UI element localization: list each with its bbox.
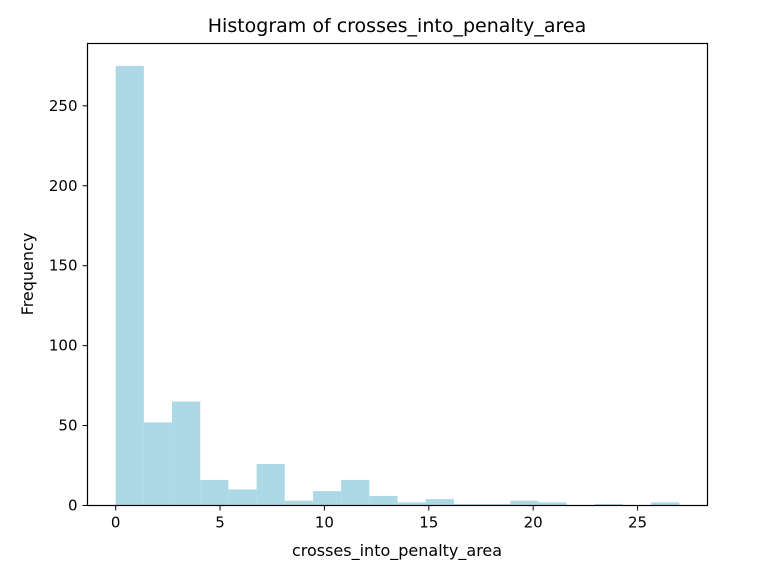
histogram-bar <box>143 422 173 506</box>
y-axis-label: Frequency <box>18 233 37 316</box>
y-tick-label: 200 <box>49 177 78 195</box>
y-tick-label: 100 <box>49 337 78 355</box>
histogram-bar <box>172 401 201 506</box>
histogram-bar <box>425 499 454 506</box>
histogram-bar <box>453 503 483 506</box>
y-tick-label: 250 <box>49 97 78 115</box>
histogram-bar <box>228 489 257 506</box>
x-axis-label: crosses_into_penalty_area <box>292 541 502 561</box>
histogram-bar <box>538 502 567 506</box>
histogram-bar <box>651 502 680 506</box>
histogram-bar <box>284 500 313 506</box>
histogram-bar <box>200 479 229 506</box>
histogram-bar <box>397 502 426 506</box>
x-tick-label: 0 <box>111 514 121 532</box>
x-tick-label: 25 <box>628 514 647 532</box>
histogram-bar <box>369 495 398 506</box>
histogram-bar <box>341 479 370 506</box>
histogram-bar <box>594 503 623 506</box>
x-tick-label: 10 <box>315 514 334 532</box>
y-tick-label: 150 <box>49 257 78 275</box>
x-axis-ticks: 0 5 10 15 20 25 <box>111 505 647 532</box>
bars-group <box>115 65 680 506</box>
histogram-bar <box>510 500 539 506</box>
histogram-bar <box>312 491 342 506</box>
plot-frame <box>86 42 709 507</box>
x-tick-label: 20 <box>524 514 543 532</box>
histogram-bar <box>482 503 511 506</box>
y-axis-ticks: 0 50 100 150 200 250 <box>49 97 88 515</box>
chart-title: Histogram of crosses_into_penalty_area <box>208 15 586 37</box>
y-tick-label: 50 <box>58 417 77 435</box>
histogram-bar <box>256 463 285 506</box>
histogram-bar <box>115 65 144 506</box>
x-tick-label: 15 <box>419 514 438 532</box>
y-tick-label: 0 <box>68 497 78 515</box>
x-tick-label: 5 <box>215 514 225 532</box>
